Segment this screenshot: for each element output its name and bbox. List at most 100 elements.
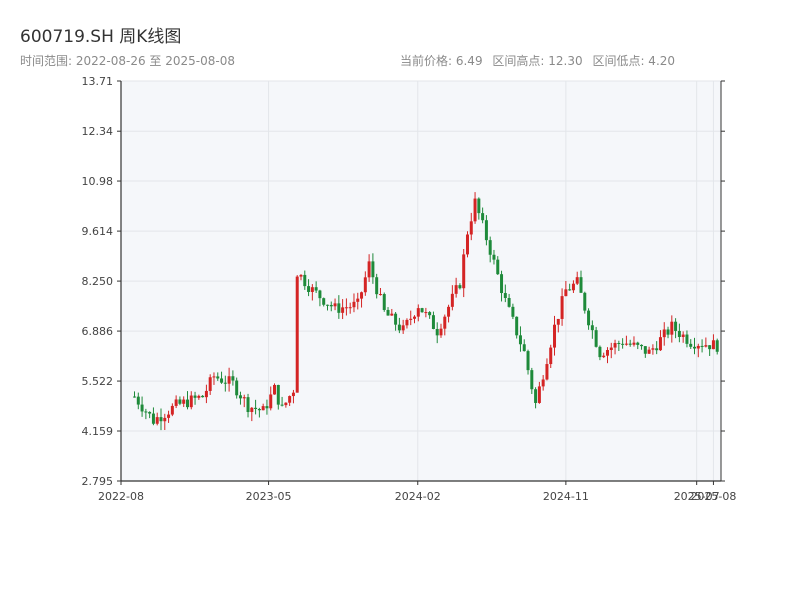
candle-body	[708, 345, 712, 350]
y-tick-label: 5.522	[82, 375, 114, 388]
candle-body	[602, 355, 606, 358]
candle-body	[208, 377, 212, 391]
candle-body	[318, 290, 322, 299]
candle-body	[424, 312, 428, 314]
candle-body	[507, 297, 511, 307]
candle-body	[261, 406, 265, 411]
y-tick-label: 10.98	[82, 175, 114, 188]
candle-body	[450, 293, 454, 307]
y-tick-label: 8.250	[82, 275, 114, 288]
candle-body	[269, 394, 273, 409]
candle-body	[189, 395, 193, 408]
candle-body	[182, 399, 186, 404]
candle-body	[185, 399, 189, 408]
candle-body	[216, 376, 220, 379]
candle-body	[386, 309, 390, 316]
price-stats: 当前价格: 6.49 区间高点: 12.30 区间低点: 4.20	[400, 52, 675, 69]
candle-body	[360, 292, 364, 299]
x-tick-label: 2022-08	[98, 490, 144, 503]
candle-body	[246, 397, 250, 413]
candle-body	[140, 404, 144, 412]
candle-body	[443, 316, 447, 329]
candle-body	[310, 287, 314, 292]
candle-body	[390, 313, 394, 316]
candle-body	[204, 390, 208, 398]
candle-body	[534, 389, 538, 403]
candle-body	[303, 274, 307, 287]
candle-body	[454, 285, 458, 294]
candle-body	[163, 417, 167, 422]
candle-body	[503, 293, 507, 298]
candle-body	[571, 283, 575, 291]
candle-body	[212, 376, 216, 378]
candle-body	[341, 307, 345, 313]
candle-body	[394, 313, 398, 325]
candle-body	[666, 329, 670, 335]
candle-body	[344, 307, 348, 309]
candle-body	[693, 346, 697, 349]
candle-body	[465, 234, 469, 255]
candle-body	[537, 386, 541, 403]
candle-body	[431, 315, 435, 329]
candle-body	[178, 399, 182, 404]
candle-body	[689, 343, 693, 347]
candle-body	[280, 404, 284, 406]
candle-body	[223, 382, 227, 384]
x-tick-label: 2025-07	[674, 490, 720, 503]
candle-body	[500, 274, 504, 294]
candle-body	[598, 346, 602, 358]
candle-body	[458, 285, 462, 289]
candles	[133, 192, 719, 431]
candle-body	[413, 316, 417, 319]
candle-body	[148, 411, 152, 414]
candle-body	[151, 413, 155, 424]
x-tick-label: 2024-11	[543, 490, 589, 503]
candle-body	[170, 405, 174, 415]
candle-body	[685, 334, 689, 344]
candle-body	[367, 261, 371, 278]
candle-body	[435, 328, 439, 336]
candle-body	[609, 347, 613, 351]
candle-body	[541, 379, 545, 387]
chart-title: 600719.SH 周K线图	[20, 27, 182, 47]
candle-body	[322, 298, 326, 305]
candle-body	[568, 289, 572, 291]
candle-body	[352, 301, 356, 308]
candle-body	[481, 213, 485, 221]
candle-body	[484, 220, 488, 241]
y-tick-label: 6.886	[82, 325, 114, 338]
y-tick-label: 4.159	[82, 425, 114, 438]
candle-body	[594, 330, 598, 347]
candle-body	[273, 384, 277, 395]
candle-body	[560, 296, 564, 319]
candle-body	[291, 392, 295, 397]
candle-body	[605, 350, 609, 356]
candle-body	[545, 364, 549, 380]
candle-body	[696, 345, 700, 349]
candle-body	[556, 318, 560, 325]
candle-body	[469, 221, 473, 235]
candle-body	[651, 348, 655, 350]
candle-body	[220, 378, 224, 383]
candle-body	[257, 409, 261, 411]
candle-body	[420, 308, 424, 313]
candle-body	[711, 340, 715, 350]
candle-body	[647, 349, 651, 354]
candle-body	[201, 395, 205, 398]
candle-body	[348, 307, 352, 309]
candle-body	[590, 325, 594, 331]
range-high-label: 区间高点: 12.30	[492, 54, 583, 68]
candle-body	[276, 384, 280, 405]
candle-body	[583, 292, 587, 311]
candle-body	[636, 342, 640, 345]
candle-body	[511, 306, 515, 317]
candle-body	[314, 287, 318, 291]
candle-body	[397, 324, 401, 331]
candle-body	[416, 308, 420, 317]
candle-body	[670, 321, 674, 335]
candle-body	[159, 417, 163, 422]
candle-body	[553, 324, 557, 348]
candle-body	[488, 240, 492, 255]
candle-body	[133, 396, 137, 398]
